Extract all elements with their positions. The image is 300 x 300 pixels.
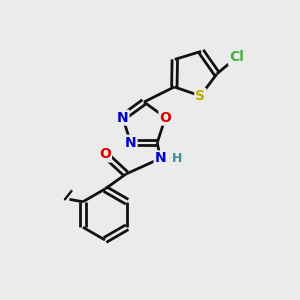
Text: Cl: Cl [229, 50, 244, 64]
Text: O: O [160, 110, 171, 124]
Text: O: O [99, 148, 111, 161]
Text: H: H [172, 152, 182, 165]
Text: N: N [117, 110, 128, 124]
Text: S: S [195, 89, 205, 103]
Text: N: N [125, 136, 136, 150]
Text: N: N [155, 152, 166, 165]
